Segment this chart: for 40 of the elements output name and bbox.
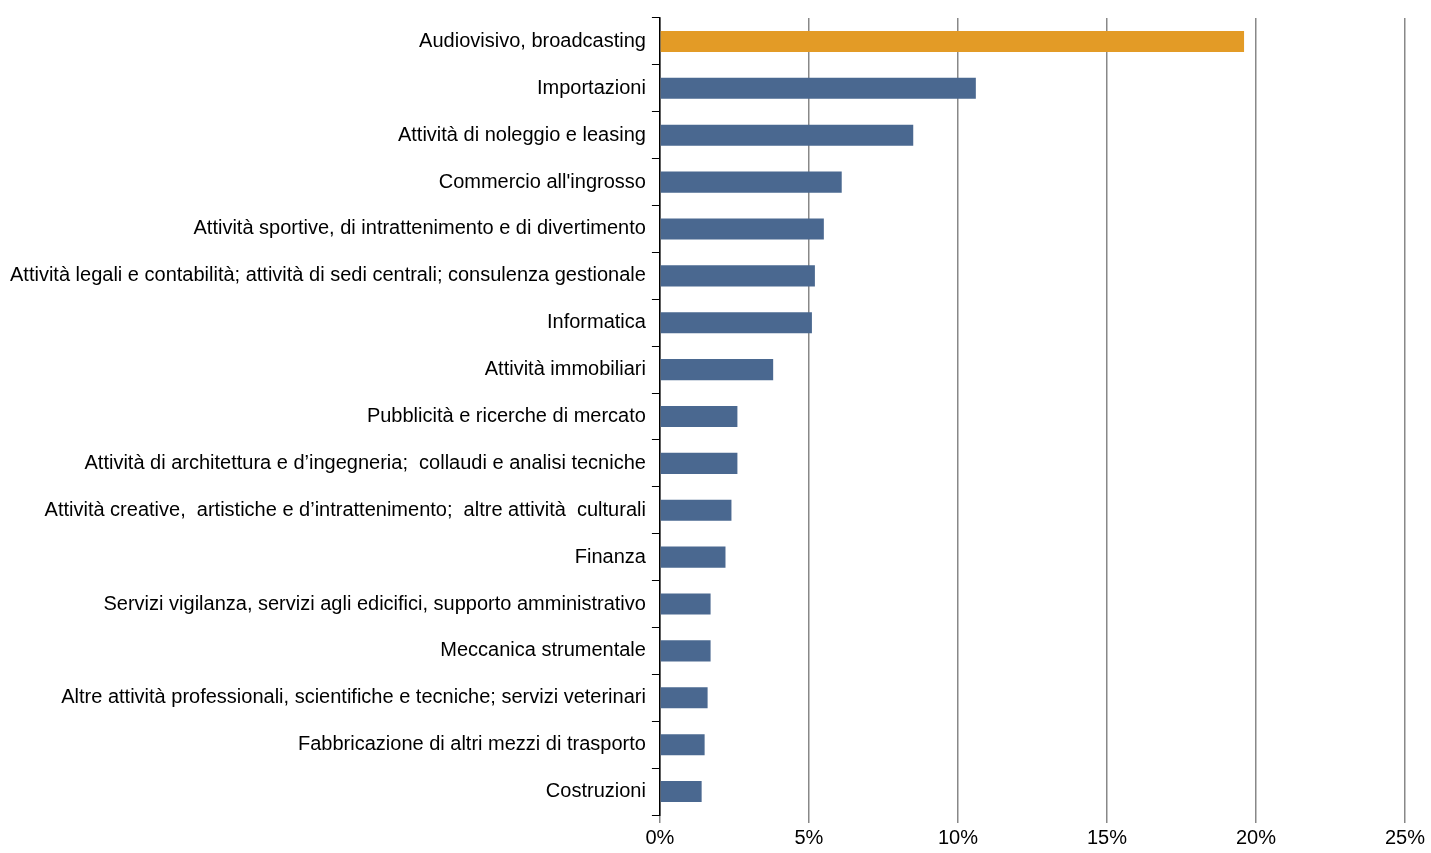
bar [660,593,711,615]
bar [660,124,914,146]
x-tick-label: 0% [645,825,675,848]
bar [660,546,726,568]
bar [660,30,1245,52]
bar [660,640,711,662]
x-tick-label: 10% [937,825,979,848]
bar [660,734,705,756]
y-tick-label: Servizi vigilanza, servizi agli edicifici, supporto amministrativo [103,591,646,614]
bar [660,359,774,381]
bar [660,499,732,521]
bar [660,405,738,428]
bar [660,171,842,193]
y-tick-label: Costruzioni [545,779,646,802]
x-tick-label: 20% [1235,825,1277,848]
y-tick-label: Meccanica strumentale [440,638,646,661]
bar [660,77,976,99]
y-tick-label: Finanza [574,544,647,567]
bar [660,218,824,240]
y-tick-label: Attività di architettura e d’ingegneria; collaudi e analisi tecniche [84,450,646,473]
y-tick-label: Audiovisivo, broadcasting [419,28,646,51]
y-tick-label: Informatica [546,310,647,333]
y-tick-label: Commercio all'ingrosso [438,169,646,192]
y-tick-label: Fabbricazione di altri mezzi di trasporto [298,732,646,755]
y-tick-label: Attività immobiliari [484,357,646,380]
bar [660,687,708,709]
y-tick-label: Attività legali e contabilità; attività di sedi centrali; consulenza gestionale [10,263,646,286]
y-tick-label: Attività sportive, di intrattenimento e di divertimento [193,216,646,239]
x-tick-label: 25% [1384,825,1426,848]
bar [660,781,702,803]
x-tick-label: 5% [794,825,824,848]
y-tick-label: Attività creative, artistiche e d’intrattenimento; altre attività culturali [44,497,646,520]
y-tick-label: Pubblicità e ricerche di mercato [366,404,646,427]
x-tick-label: 15% [1086,825,1128,848]
bar [660,265,815,287]
y-tick-label: Attività di noleggio e leasing [397,122,646,145]
y-tick-label: Altre attività professionali, scientifiche e tecniche; servizi veterinari [61,685,646,708]
bar [660,452,738,474]
y-tick-label: Importazioni [536,75,646,98]
bar [660,312,812,334]
